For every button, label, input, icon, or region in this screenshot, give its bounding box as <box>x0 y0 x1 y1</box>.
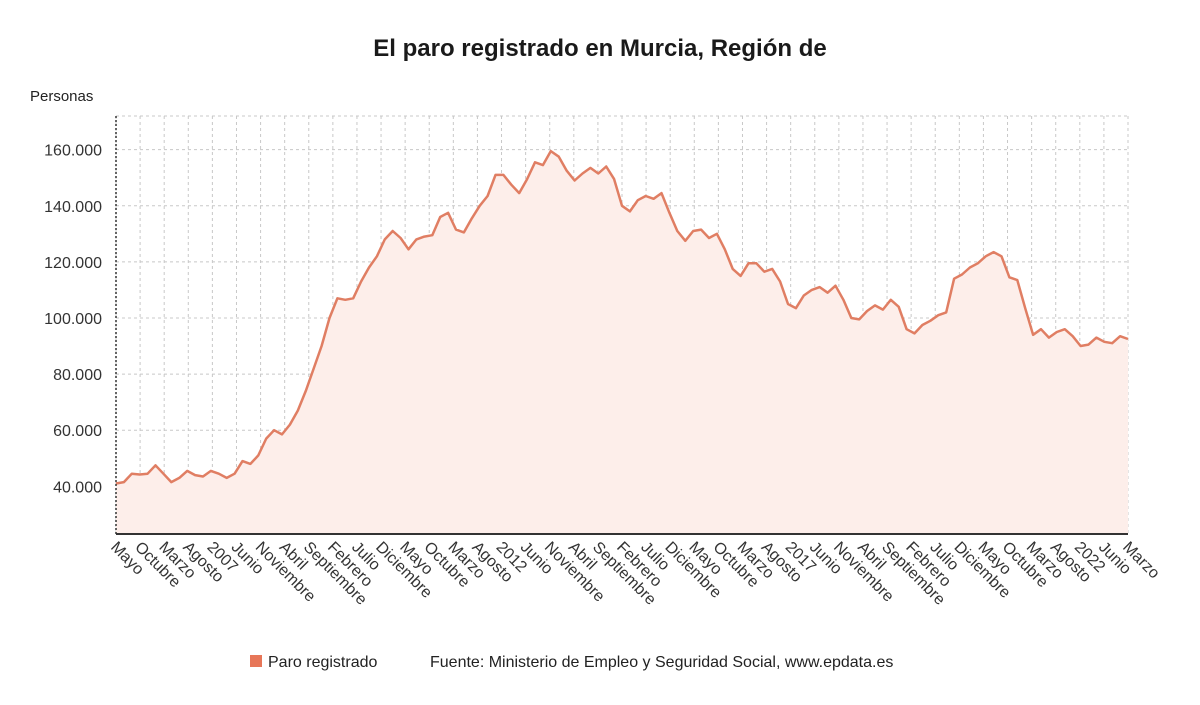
series-area-paro-registrado <box>116 151 1128 534</box>
chart-title: El paro registrado en Murcia, Región de <box>373 35 826 62</box>
y-tick-label: 80.000 <box>53 367 102 384</box>
y-tick-label: 120.000 <box>44 255 102 272</box>
y-tick-label: 100.000 <box>44 311 102 328</box>
y-tick-label: 160.000 <box>44 143 102 160</box>
source-note: Fuente: Ministerio de Empleo y Seguridad… <box>430 654 893 671</box>
y-tick-label: 40.000 <box>53 479 102 496</box>
x-tick-labels: MayoOctubreMarzoAgosto2007JunioNoviembre… <box>107 539 1163 609</box>
y-tick-label: 140.000 <box>44 199 102 216</box>
area-layer <box>115 149 1129 534</box>
legend: Paro registrado <box>250 654 377 671</box>
y-tick-label: 60.000 <box>53 423 102 440</box>
y-axis-label: Personas <box>30 88 93 105</box>
series-line-paro-registrado <box>115 149 1129 485</box>
axes <box>115 116 1128 535</box>
y-tick-labels: 40.000 60.000 80.000 100.000 120.000 140.000 1… <box>44 143 102 497</box>
legend-swatch <box>250 655 262 667</box>
legend-label: Paro registrado <box>268 654 377 671</box>
